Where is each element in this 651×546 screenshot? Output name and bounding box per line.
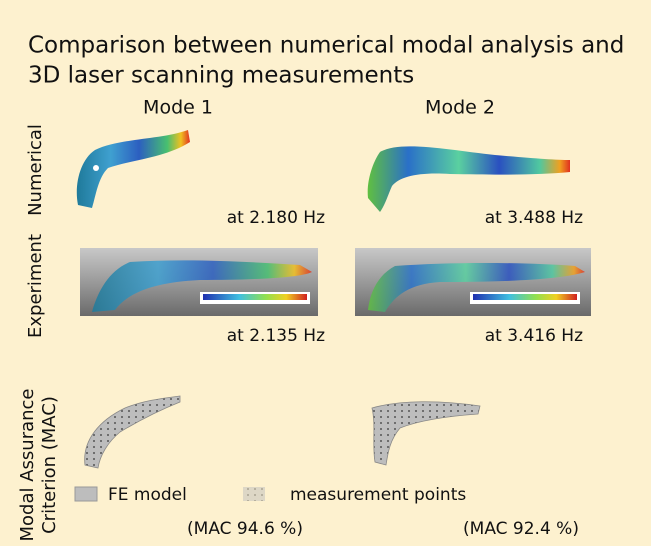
column-header: Mode 1 <box>143 97 213 119</box>
colorbar <box>203 294 307 300</box>
title-line: 3D laser scanning measurements <box>28 63 414 89</box>
row-label: Experiment <box>25 234 46 338</box>
figure: Comparison between numerical modal analy… <box>0 0 651 546</box>
legend-swatch <box>75 487 97 501</box>
row-label: Criterion (MAC) <box>39 396 60 534</box>
legend-swatch <box>243 487 265 501</box>
row-label: Numerical <box>25 124 46 216</box>
frequency: at 2.135 Hz <box>227 326 325 346</box>
column-header: Mode 2 <box>425 97 495 119</box>
row-label: Modal Assurance <box>17 388 38 541</box>
colorbar <box>473 294 577 300</box>
page: Comparison between numerical modal analy… <box>0 0 651 546</box>
legend-label: measurement points <box>290 485 466 505</box>
frequency: at 3.416 Hz <box>485 326 583 346</box>
frequency: at 3.488 Hz <box>485 208 583 228</box>
title-line: Comparison between numerical modal analy… <box>28 33 624 59</box>
mac-value: (MAC 92.4 %) <box>463 519 579 539</box>
fe-hole <box>93 165 99 171</box>
legend-label: FE model <box>108 485 187 505</box>
frequency: at 2.180 Hz <box>227 208 325 228</box>
mac-value: (MAC 94.6 %) <box>187 519 303 539</box>
